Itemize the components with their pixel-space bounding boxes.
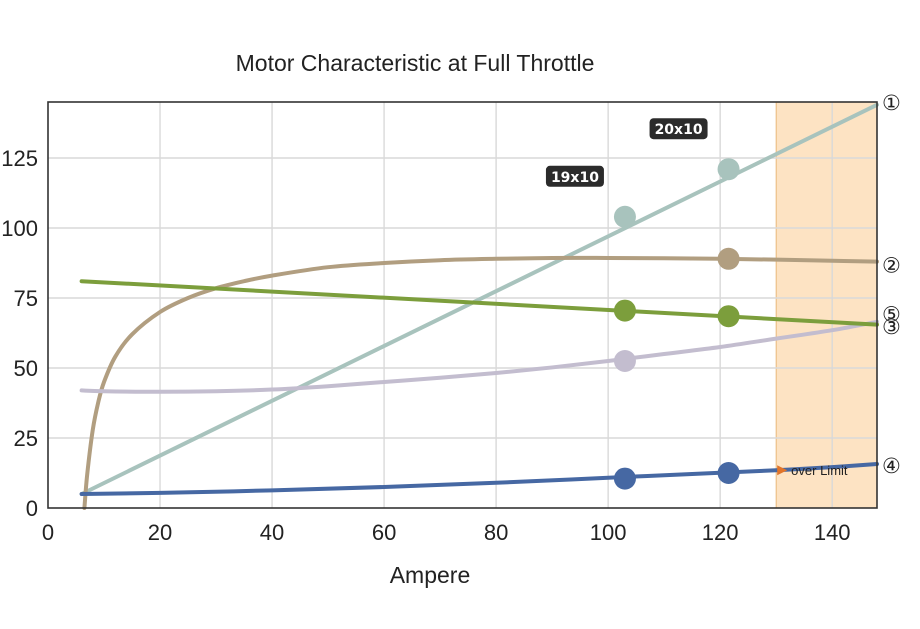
data-point-6 xyxy=(613,350,636,372)
x-tick-label: 100 xyxy=(590,520,627,545)
series-marker-3: ③ xyxy=(882,315,901,339)
series-line-5 xyxy=(79,279,879,327)
series-line-3 xyxy=(79,319,879,394)
series-marker-2: ② xyxy=(882,254,901,278)
series-line-4 xyxy=(79,462,879,496)
point-tag: 20x10 xyxy=(649,118,708,140)
y-tick-label: 125 xyxy=(1,146,38,171)
data-point-1 xyxy=(613,205,636,228)
x-tick-label: 60 xyxy=(372,520,396,545)
x-tick-label: 80 xyxy=(484,520,508,545)
point-tag-background xyxy=(649,118,708,140)
y-tick-label: 75 xyxy=(14,286,38,311)
data-point-8 xyxy=(717,462,740,484)
data-point-4 xyxy=(613,299,636,322)
x-tick-label: 40 xyxy=(260,520,284,545)
x-tick-label: 120 xyxy=(702,520,739,545)
point-tag: 19x10 xyxy=(545,165,604,187)
series-marker-4: ④ xyxy=(882,454,901,478)
plot-area: over Limit 19x10 20x10 0 20 40 60 80 100 120 140 0 2… xyxy=(1,91,901,545)
x-tick-label: 0 xyxy=(42,520,54,545)
over-limit-label: over Limit xyxy=(791,463,848,478)
x-axis-label: Ampere xyxy=(390,562,471,588)
data-point-3 xyxy=(717,247,740,270)
point-tag-label: 19x10 xyxy=(551,170,599,186)
data-point-7 xyxy=(613,467,636,490)
y-tick-label: 0 xyxy=(26,496,38,521)
series-marker-1: ① xyxy=(882,91,901,115)
y-tick-label: 25 xyxy=(14,426,38,451)
chart-title: Motor Characteristic at Full Throttle xyxy=(236,50,595,76)
over-limit-arrow xyxy=(777,465,788,476)
over-limit-zone xyxy=(776,102,877,508)
series-marker-5: ⑤ xyxy=(882,303,901,327)
y-tick-label: 50 xyxy=(14,356,38,381)
point-tag-label: 20x10 xyxy=(655,122,703,138)
data-point-2 xyxy=(717,158,740,181)
x-tick-label: 140 xyxy=(814,520,851,545)
y-tick-label: 100 xyxy=(1,216,38,241)
point-tag-background xyxy=(545,165,604,187)
x-tick-label: 20 xyxy=(148,520,172,545)
data-point-5 xyxy=(717,305,740,328)
series-line-2 xyxy=(82,255,879,510)
plot-frame xyxy=(47,101,878,509)
series-line-1 xyxy=(79,102,879,496)
